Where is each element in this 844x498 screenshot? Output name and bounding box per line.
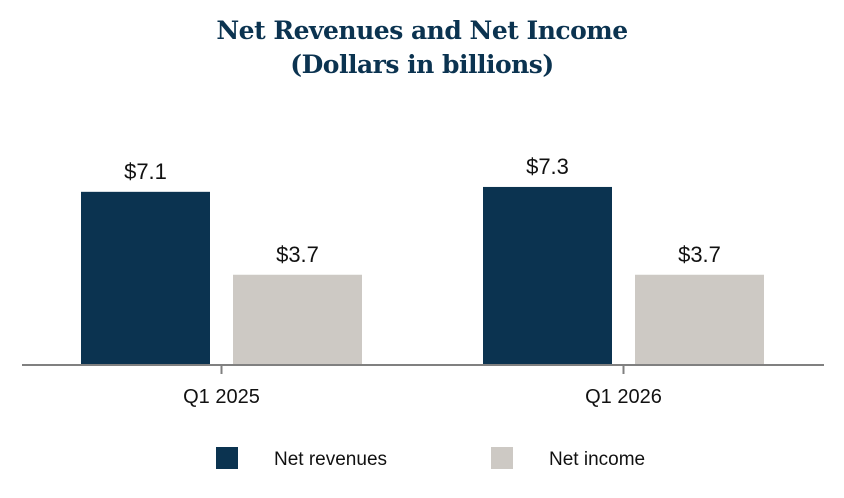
data-label: $3.7	[276, 242, 319, 267]
legend-label-net-revenues: Net revenues	[274, 449, 387, 470]
chart-subtitle: (Dollars in billions)	[290, 50, 554, 79]
bar-net-income-q1-2026	[635, 274, 764, 365]
data-label: $3.7	[678, 242, 721, 267]
chart-title-block: Net Revenues and Net Income (Dollars in …	[0, 14, 844, 82]
legend-swatch-net-revenues	[216, 447, 238, 469]
x-tick-label: Q1 2025	[183, 386, 260, 408]
legend-swatch-net-income	[491, 447, 513, 469]
x-tick-label: Q1 2026	[585, 386, 662, 408]
bar-net-revenues-q1-2026	[483, 186, 612, 365]
legend-label-net-income: Net income	[549, 449, 645, 470]
chart-title: Net Revenues and Net Income	[216, 16, 628, 45]
bar-net-revenues-q1-2025	[81, 191, 210, 365]
data-label: $7.3	[526, 154, 569, 179]
data-label: $7.1	[124, 159, 167, 184]
bar-net-income-q1-2025	[233, 274, 362, 365]
